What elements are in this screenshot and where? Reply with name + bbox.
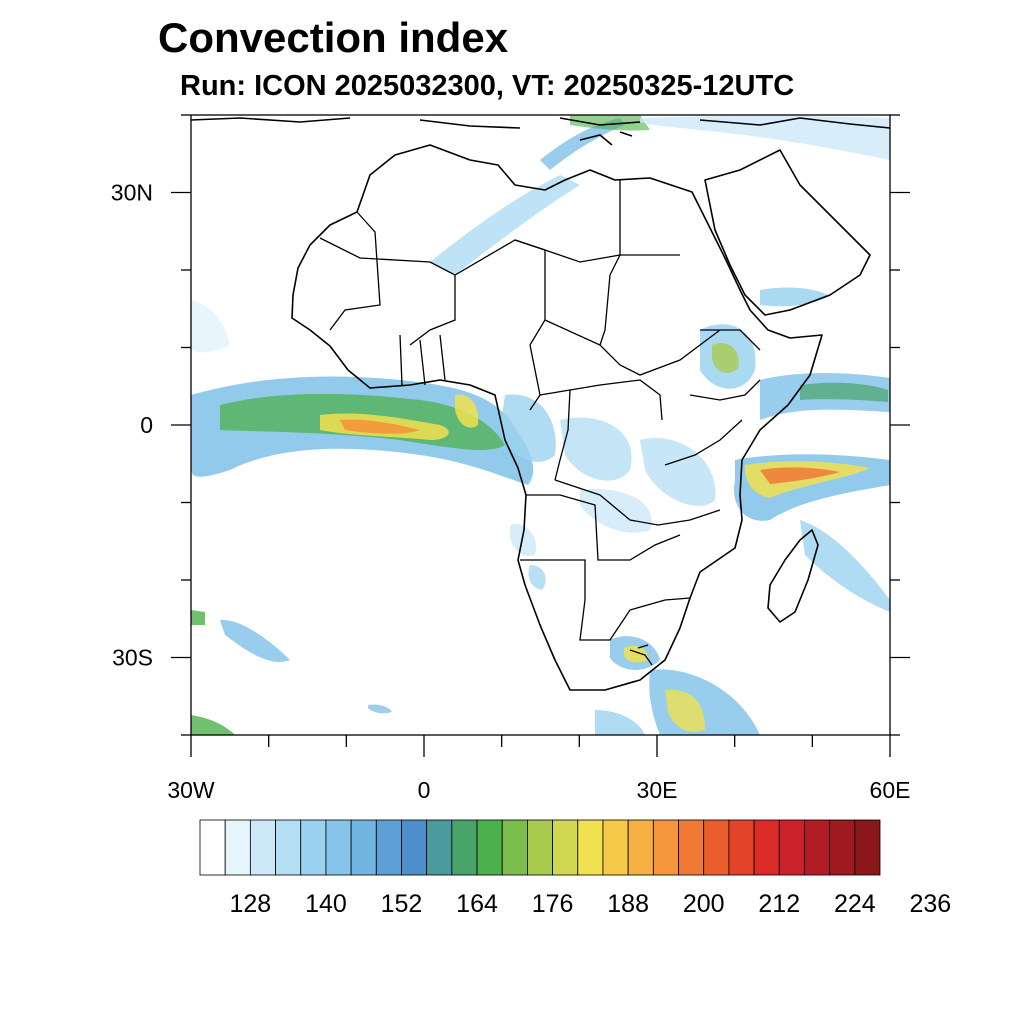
colorbar-swatch <box>350 819 377 876</box>
colorbar-swatch <box>501 819 528 876</box>
colorbar-swatch <box>602 819 629 876</box>
colorbar-swatch <box>552 819 579 876</box>
colorbar-label: 212 <box>758 890 800 918</box>
colorbar-swatch <box>627 819 654 876</box>
colorbar-swatch <box>249 819 276 876</box>
colorbar-swatch <box>476 819 503 876</box>
colorbar-swatch <box>375 819 402 876</box>
colorbar-label: 164 <box>456 890 498 918</box>
lon-tick-label: 30W <box>167 777 215 803</box>
colorbar-swatch <box>401 819 428 876</box>
colorbar-swatch <box>678 819 705 876</box>
colorbar-label: 188 <box>607 890 649 918</box>
colorbar-swatch <box>527 819 553 876</box>
map-title: Convection index <box>158 14 509 61</box>
lon-tick-label: 0 <box>418 777 431 803</box>
colorbar-label: 236 <box>910 890 952 918</box>
colorbar-swatch <box>275 819 302 876</box>
colorbar-label: 224 <box>834 890 876 918</box>
colorbar-swatch <box>577 819 604 876</box>
colorbar-swatch <box>703 819 730 876</box>
colorbar-label: 128 <box>230 890 272 918</box>
colorbar-swatch <box>451 819 478 876</box>
colorbar-swatch <box>300 819 327 876</box>
colorbar-swatch <box>325 819 352 876</box>
colorbar-swatch <box>753 819 780 876</box>
lon-tick-label: 60E <box>870 777 911 803</box>
axis-tick-labels: 30N 0 30S 30W 0 30E 60E <box>111 180 911 804</box>
colorbar-label: 140 <box>305 890 347 918</box>
axis-ticks <box>171 114 910 757</box>
borders <box>319 180 761 666</box>
colorbar <box>199 819 881 876</box>
lon-tick-label: 30E <box>637 777 678 803</box>
colorbar-swatch <box>426 819 453 876</box>
colorbar-labels: 128 140 152 164 176 188 200 212 224 236 <box>230 890 952 918</box>
coastlines <box>191 117 890 691</box>
colorbar-swatch <box>728 819 755 876</box>
colorbar-swatch <box>199 819 226 876</box>
colorbar-label: 200 <box>683 890 725 918</box>
convection-field <box>191 115 890 735</box>
map-subtitle: Run: ICON 2025032300, VT: 20250325-12UTC <box>180 70 795 102</box>
colorbar-label: 176 <box>532 890 574 918</box>
colorbar-swatch <box>854 819 881 876</box>
lat-tick-label: 30S <box>112 645 153 671</box>
colorbar-swatch <box>778 819 805 876</box>
colorbar-swatch <box>829 819 856 876</box>
colorbar-swatch <box>224 819 251 876</box>
colorbar-swatch <box>804 819 831 876</box>
lat-tick-label: 0 <box>140 412 153 438</box>
colorbar-label: 152 <box>381 890 423 918</box>
colorbar-swatch <box>652 819 679 876</box>
lat-tick-label: 30N <box>111 180 153 206</box>
